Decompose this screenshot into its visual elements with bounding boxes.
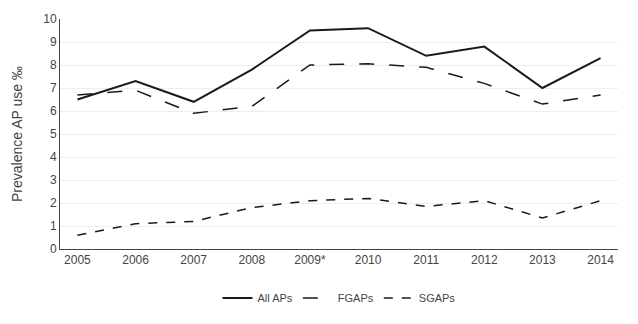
svg-text:8: 8 xyxy=(50,58,57,72)
svg-text:Prevalence AP use ‰: Prevalence AP use ‰ xyxy=(9,66,25,202)
svg-text:2006: 2006 xyxy=(122,253,149,267)
svg-text:0: 0 xyxy=(50,242,57,256)
svg-text:SGAPs: SGAPs xyxy=(419,292,456,304)
svg-text:2013: 2013 xyxy=(529,253,556,267)
svg-text:4: 4 xyxy=(50,150,57,164)
svg-text:2014: 2014 xyxy=(587,253,614,267)
svg-text:2008: 2008 xyxy=(238,253,265,267)
svg-text:2005: 2005 xyxy=(64,253,91,267)
svg-text:9: 9 xyxy=(50,35,57,49)
svg-text:6: 6 xyxy=(50,104,57,118)
svg-text:10: 10 xyxy=(43,12,57,26)
svg-text:5: 5 xyxy=(50,127,57,141)
svg-text:2009*: 2009* xyxy=(294,253,326,267)
svg-text:2007: 2007 xyxy=(180,253,207,267)
svg-text:7: 7 xyxy=(50,81,57,95)
svg-text:2: 2 xyxy=(50,196,57,210)
svg-text:FGAPs: FGAPs xyxy=(338,292,374,304)
svg-text:2012: 2012 xyxy=(471,253,498,267)
svg-text:2010: 2010 xyxy=(355,253,382,267)
svg-text:1: 1 xyxy=(50,219,57,233)
svg-text:2011: 2011 xyxy=(413,253,439,267)
svg-text:All APs: All APs xyxy=(258,292,293,304)
svg-text:3: 3 xyxy=(50,173,57,187)
